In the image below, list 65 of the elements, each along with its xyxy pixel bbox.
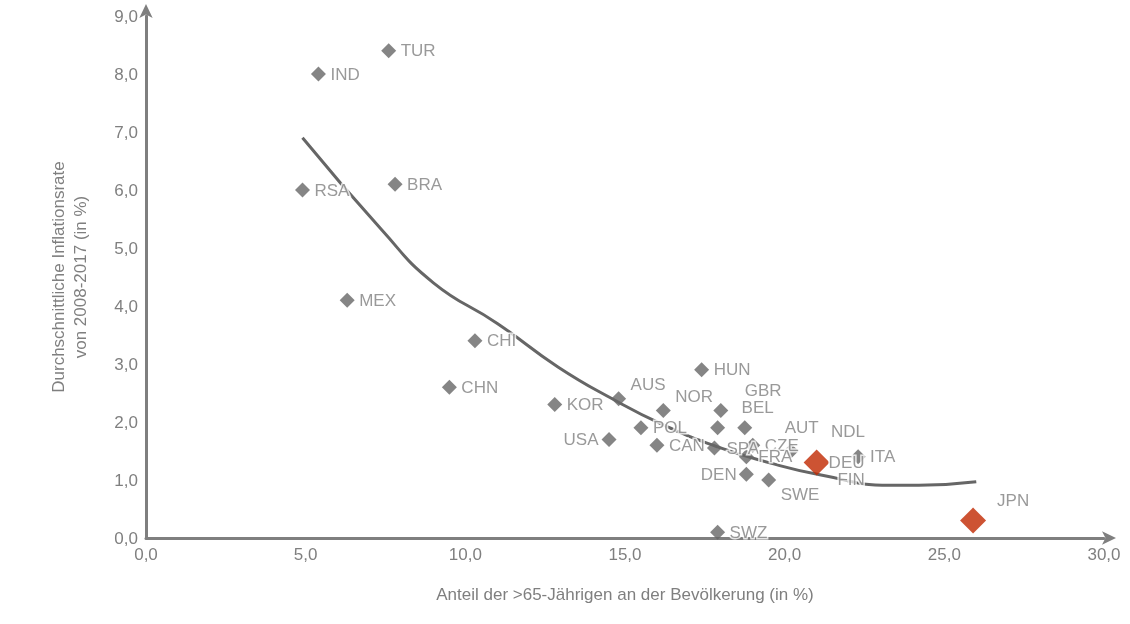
- annotation: CAN: [668, 435, 705, 455]
- point: [381, 43, 397, 59]
- point: [611, 391, 627, 407]
- point: [738, 466, 754, 482]
- y-tick-label: 1,0: [114, 470, 138, 490]
- annotation: MEX: [359, 290, 397, 310]
- annotation: SWZ: [729, 522, 768, 542]
- point: [761, 472, 777, 488]
- annotation: JPN: [997, 491, 1030, 511]
- point: [710, 524, 726, 540]
- x-tick-label: 5,0: [293, 545, 318, 564]
- point: [387, 176, 403, 192]
- point: [310, 66, 326, 82]
- point: [706, 440, 722, 456]
- y-tick-label: 7,0: [114, 122, 138, 142]
- x-axis-title: Anteil der >65-Jährigen an der Bevölkerung (in %): [436, 584, 814, 604]
- annotation: BEL: [741, 398, 774, 418]
- y-axis-title: Durchschnittliche Inflationsrate von 2008-2017 (in %): [48, 161, 90, 393]
- y-tick-label: 6,0: [114, 180, 138, 200]
- annotation: AUS: [630, 375, 666, 395]
- y-tick-label: 2,0: [114, 412, 138, 432]
- point: [633, 420, 649, 436]
- point: [601, 431, 617, 447]
- y-tick-label: 5,0: [114, 238, 138, 258]
- annotation: ITA: [870, 447, 896, 467]
- point: [713, 402, 729, 418]
- x-tick-label: 25,0: [927, 545, 961, 564]
- annotation: GBR: [744, 380, 782, 400]
- point: [339, 292, 355, 308]
- point: [547, 397, 563, 413]
- annotation: KOR: [566, 395, 604, 415]
- point: [649, 437, 665, 453]
- annotation: TUR: [400, 41, 436, 61]
- point: [655, 402, 671, 418]
- point: [803, 449, 830, 476]
- point: [694, 362, 710, 378]
- annotation: USA: [563, 429, 600, 449]
- point: [467, 333, 483, 349]
- annotation: IND: [330, 64, 360, 84]
- y-tick-label: 0,0: [114, 528, 138, 548]
- annotation: NDL: [831, 421, 866, 441]
- y-tick-label: 3,0: [114, 354, 138, 374]
- x-tick-label: 20,0: [768, 545, 802, 564]
- annotation: DEN: [700, 464, 737, 484]
- annotation: AUT: [784, 418, 819, 438]
- annotation: HUN: [713, 360, 751, 380]
- annotation: SWE: [780, 484, 820, 504]
- y-tick-label: 8,0: [114, 64, 138, 84]
- annotation: BRA: [407, 174, 443, 194]
- point: [710, 420, 726, 436]
- annotation: CHI: [486, 331, 517, 351]
- y-tick-label: 9,0: [114, 6, 138, 26]
- point: [294, 182, 310, 198]
- y-tick-label: 4,0: [114, 296, 138, 316]
- point: [737, 420, 753, 436]
- annotation: DEU: [828, 453, 865, 473]
- line-series: [300, 136, 978, 487]
- point: [960, 507, 987, 534]
- x-tick-label: 30,0: [1087, 545, 1121, 564]
- annotation: NOR: [675, 386, 714, 406]
- point: [441, 379, 457, 395]
- annotation: CHN: [461, 377, 499, 397]
- x-tick-label: 15,0: [608, 545, 642, 564]
- x-tick-label: 0,0: [134, 545, 158, 564]
- x-tick-label: 10,0: [448, 545, 482, 564]
